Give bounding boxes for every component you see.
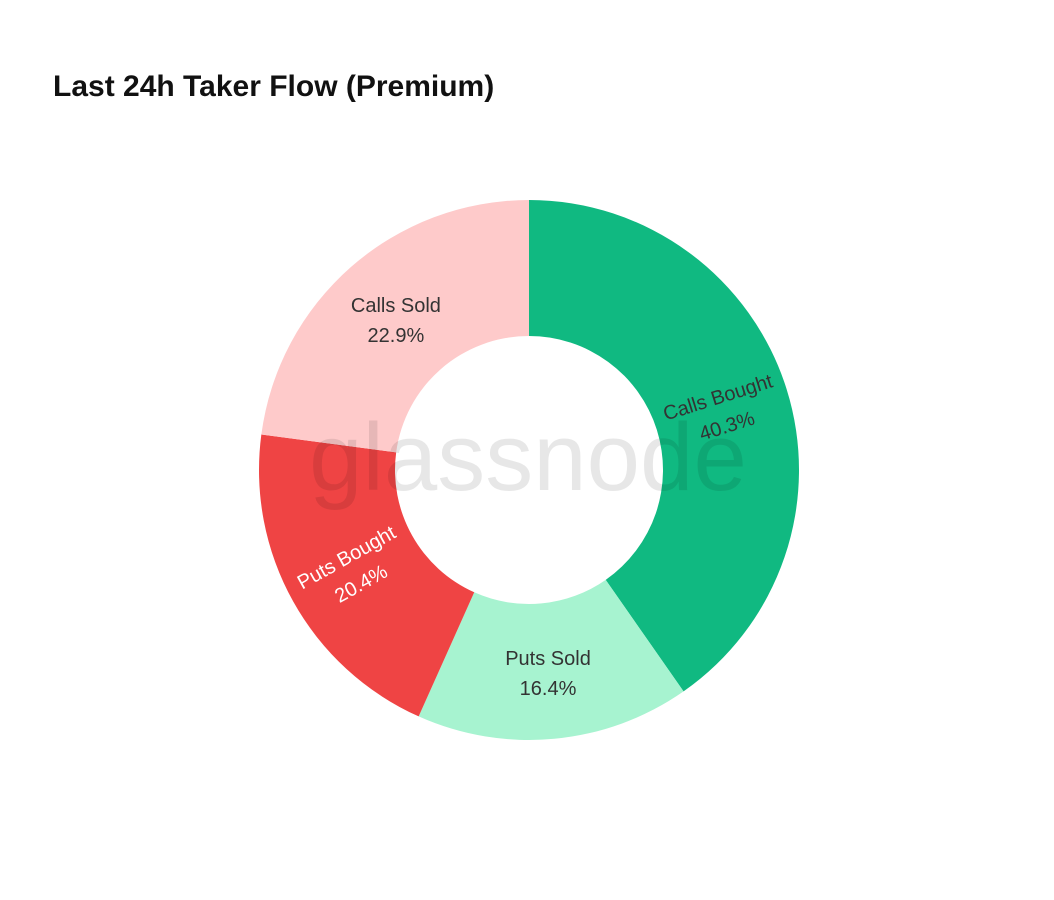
slice-puts-sold[interactable]	[418, 579, 684, 740]
slice-label: Calls Sold 22.9%	[351, 295, 441, 347]
slice-calls-bought[interactable]	[529, 200, 799, 692]
slice-label-name: Calls Sold	[351, 295, 441, 317]
slice-puts-bought[interactable]	[259, 434, 475, 717]
slice-label-name: Puts Sold	[505, 648, 591, 670]
slice-label-value: 16.4%	[520, 678, 577, 700]
chart-title: Last 24h Taker Flow (Premium)	[53, 70, 495, 103]
watermark-logo: glassnode	[309, 404, 747, 511]
slice-label: Puts Sold 16.4%	[505, 648, 591, 700]
slice-label-value: 22.9%	[368, 325, 425, 347]
slice-calls-sold[interactable]	[261, 200, 529, 453]
